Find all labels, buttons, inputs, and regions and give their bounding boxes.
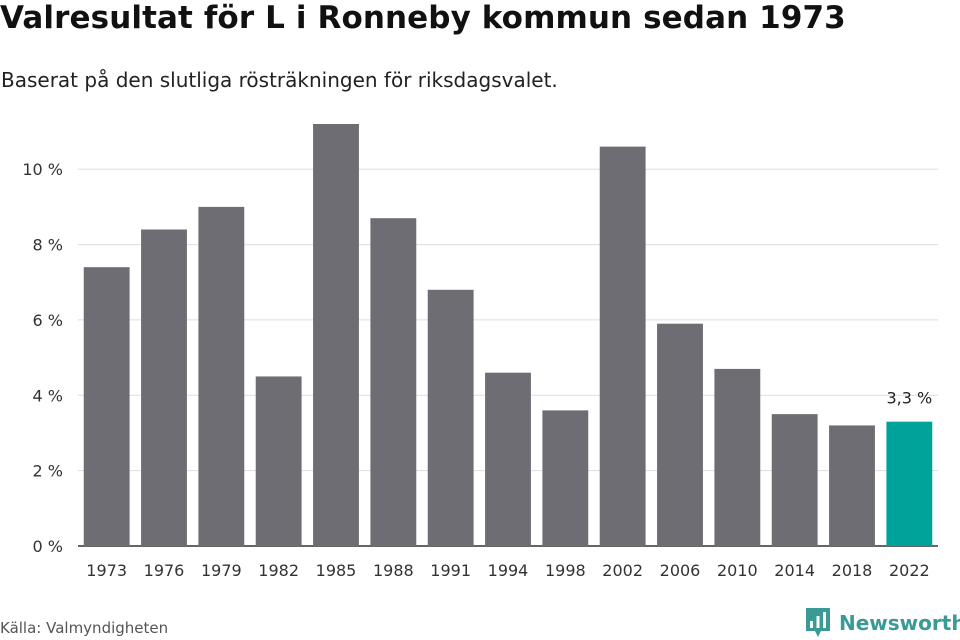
bar-2018 <box>829 425 875 546</box>
bar-1979 <box>198 206 245 546</box>
x-tick-label: 1988 <box>373 561 414 580</box>
bar-2002 <box>599 146 646 546</box>
x-tick-label: 2018 <box>832 561 873 580</box>
chart-subtitle: Baserat på den slutliga rösträkningen fö… <box>1 68 558 92</box>
bar-1976 <box>141 229 187 546</box>
y-tick-label: 2 % <box>33 462 63 481</box>
chart-title: Valresultat för L i Ronneby kommun sedan… <box>0 0 846 36</box>
x-tick-label: 1985 <box>316 561 357 580</box>
x-tick-label: 1976 <box>144 561 185 580</box>
bar-2022 <box>886 421 933 546</box>
y-tick-label: 6 % <box>33 311 63 330</box>
x-tick-label: 1973 <box>86 561 127 580</box>
bar-1973 <box>83 267 130 546</box>
y-tick-label: 4 % <box>33 386 63 405</box>
y-tick-label: 0 % <box>33 537 63 556</box>
x-tick-label: 1991 <box>430 561 471 580</box>
bar-1985 <box>313 124 359 546</box>
x-tick-label: 1979 <box>201 561 242 580</box>
bar-2006 <box>657 323 703 546</box>
x-tick-label: 2002 <box>602 561 643 580</box>
bar-1982 <box>255 376 302 546</box>
bar-1991 <box>427 289 474 546</box>
x-tick-label: 2022 <box>889 561 930 580</box>
bar-chart: 0 % 2 % 4 % 6 % 8 % 10 % 1973 1976 1979 1982 1985 1… <box>22 124 938 580</box>
x-tick-label: 1982 <box>258 561 299 580</box>
brand-logo: Newsworthy <box>806 608 960 638</box>
y-tick-label: 8 % <box>33 236 63 255</box>
bar-1998 <box>542 410 589 546</box>
x-tick-label: 2014 <box>774 561 815 580</box>
x-tick-label: 1994 <box>488 561 529 580</box>
bar-1994 <box>485 372 531 546</box>
source-note: Källa: Valmyndigheten <box>0 619 169 637</box>
x-tick-label: 2006 <box>660 561 701 580</box>
bar-2010 <box>714 368 761 546</box>
bar-chart-badge-icon <box>806 608 830 637</box>
data-label-2022: 3,3 % <box>886 389 932 408</box>
x-tick-label: 1998 <box>545 561 586 580</box>
brand-name: Newsworthy <box>839 611 960 635</box>
bar-1988 <box>370 218 417 547</box>
y-tick-label: 10 % <box>22 160 63 179</box>
bar-2014 <box>771 414 818 546</box>
x-tick-label: 2010 <box>717 561 758 580</box>
